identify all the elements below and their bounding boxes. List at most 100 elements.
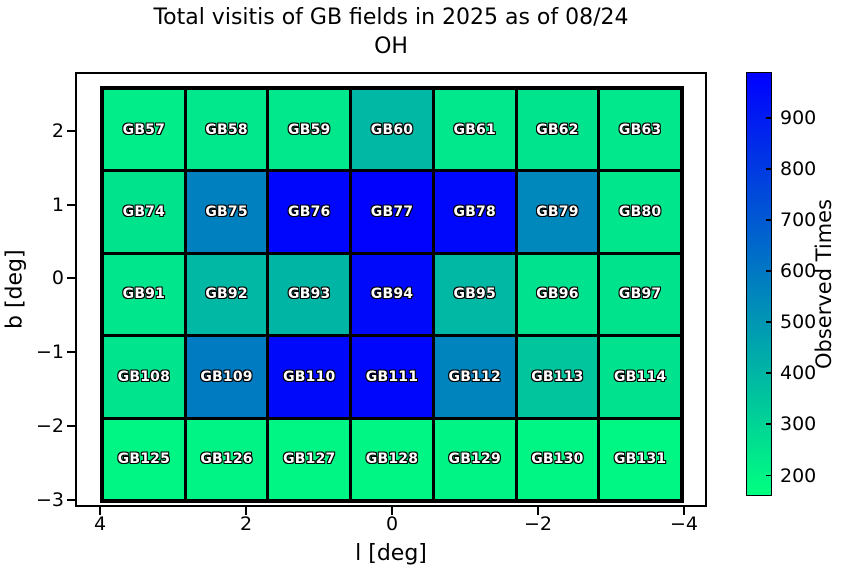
colorbar-tick-label: 600 <box>780 260 817 283</box>
heatmap-cell-GB114: GB114 <box>600 337 680 417</box>
heatmap-cell-GB60: GB60 <box>352 90 432 170</box>
heatmap-cell-label: GB80 <box>618 204 662 221</box>
heatmap-cell-label: GB97 <box>618 286 662 303</box>
heatmap-grid: GB57 GB58 GB59 GB60 GB61 GB62 GB63 GB74 GB75 GB76… <box>100 86 684 503</box>
heatmap-cell-GB127: GB127 <box>269 419 350 499</box>
x-tick-label: 2 <box>239 513 253 535</box>
heatmap-cell-GB57: GB57 <box>104 90 184 170</box>
heatmap-cell-GB63: GB63 <box>600 90 680 170</box>
heatmap-cell-GB131: GB131 <box>600 419 680 499</box>
x-tick-label: −4 <box>669 513 699 535</box>
heatmap-cell-GB125: GB125 <box>104 419 184 499</box>
chart-title-line1: Total visitis of GB fields in 2025 as of… <box>153 5 629 30</box>
y-tick-mark <box>67 277 75 280</box>
y-tick-mark <box>67 203 75 206</box>
y-tick-label: 1 <box>51 193 64 216</box>
heatmap-cell-GB108: GB108 <box>104 337 184 417</box>
heatmap-cell-GB78: GB78 <box>434 172 515 252</box>
y-tick-label: 2 <box>51 120 64 142</box>
y-tick-label: −1 <box>35 341 64 364</box>
y-axis-label: b [deg] <box>2 249 28 330</box>
heatmap-cell-GB95: GB95 <box>434 254 515 335</box>
heatmap-cell-label: GB113 <box>531 368 584 385</box>
colorbar-tick-label: 200 <box>780 464 817 487</box>
y-tick-label: 0 <box>51 267 64 290</box>
heatmap-cell-label: GB62 <box>536 121 579 138</box>
colorbar-label: Observed Times <box>812 198 836 370</box>
heatmap-cell-label: GB130 <box>531 451 584 468</box>
y-tick-mark <box>67 498 75 501</box>
heatmap-cell-GB91: GB91 <box>104 254 184 335</box>
heatmap-cell-label: GB75 <box>205 204 248 221</box>
chart-title-line2: OH <box>374 33 408 59</box>
colorbar-tick-label: 500 <box>780 311 817 334</box>
colorbar-tick-label: 400 <box>780 362 817 385</box>
y-tick-label: −2 <box>35 414 64 437</box>
heatmap-cell-GB80: GB80 <box>600 172 680 252</box>
colorbar-tick-mark <box>766 474 772 477</box>
heatmap-cell-label: GB91 <box>122 286 166 303</box>
colorbar-tick-mark <box>766 270 772 273</box>
heatmap-cell-GB110: GB110 <box>269 337 350 417</box>
heatmap-cell-GB58: GB58 <box>186 90 267 170</box>
heatmap-cell-label: GB60 <box>370 121 414 138</box>
heatmap-cell-label: GB112 <box>448 368 501 385</box>
heatmap-cell-GB77: GB77 <box>352 172 432 252</box>
y-tick-mark <box>67 351 75 354</box>
colorbar-tick-mark <box>766 116 772 119</box>
heatmap-cell-label: GB92 <box>205 286 248 303</box>
colorbar-tick-mark <box>766 321 772 324</box>
colorbar <box>746 72 772 496</box>
y-tick-mark <box>67 424 75 427</box>
heatmap-cell-GB74: GB74 <box>104 172 184 252</box>
heatmap-cell-label: GB93 <box>288 286 331 303</box>
x-tick-mark <box>683 507 685 515</box>
heatmap-cell-GB112: GB112 <box>434 337 515 417</box>
heatmap-cell-GB126: GB126 <box>186 419 267 499</box>
heatmap-cell-GB94: GB94 <box>352 254 432 335</box>
heatmap-cell-label: GB108 <box>117 368 171 385</box>
heatmap-cell-label: GB109 <box>200 368 253 385</box>
heatmap-cell-label: GB78 <box>453 204 496 221</box>
heatmap-cell-GB97: GB97 <box>600 254 680 335</box>
colorbar-tick-label: 700 <box>780 209 817 232</box>
heatmap-cell-label: GB129 <box>448 451 501 468</box>
heatmap-cell-GB59: GB59 <box>269 90 350 170</box>
colorbar-tick-mark <box>766 372 772 375</box>
heatmap-cell-GB62: GB62 <box>517 90 598 170</box>
heatmap-cell-GB75: GB75 <box>186 172 267 252</box>
heatmap-cell-GB113: GB113 <box>517 337 598 417</box>
heatmap-cell-label: GB94 <box>370 286 414 303</box>
heatmap-cell-GB109: GB109 <box>186 337 267 417</box>
heatmap-cell-label: GB63 <box>618 121 662 138</box>
heatmap-cell-GB61: GB61 <box>434 90 515 170</box>
heatmap-cell-label: GB128 <box>365 451 419 468</box>
heatmap-cell-label: GB57 <box>122 121 166 138</box>
heatmap-cell-label: GB131 <box>613 451 667 468</box>
x-tick-label: 4 <box>93 513 107 535</box>
heatmap-cell-label: GB126 <box>200 451 253 468</box>
colorbar-tick-label: 900 <box>780 106 817 129</box>
heatmap-cell-GB129: GB129 <box>434 419 515 499</box>
heatmap-cell-GB96: GB96 <box>517 254 598 335</box>
x-tick-label: 0 <box>385 513 399 535</box>
heatmap-cell-label: GB77 <box>370 204 414 221</box>
heatmap-cell-label: GB114 <box>613 368 667 385</box>
heatmap-cell-label: GB61 <box>453 121 496 138</box>
colorbar-tick-mark <box>766 168 772 170</box>
heatmap-cell-label: GB58 <box>205 121 248 138</box>
y-tick-label: −3 <box>35 488 64 511</box>
heatmap-cell-GB128: GB128 <box>352 419 432 499</box>
heatmap-cell-GB130: GB130 <box>517 419 598 499</box>
colorbar-tick-label: 300 <box>780 413 817 436</box>
heatmap-cell-label: GB96 <box>536 286 579 303</box>
heatmap-cell-label: GB74 <box>122 204 166 221</box>
x-tick-label: −2 <box>523 513 553 535</box>
heatmap-cell-label: GB79 <box>536 204 579 221</box>
heatmap-cell-label: GB59 <box>288 121 331 138</box>
colorbar-tick-label: 800 <box>780 158 817 181</box>
chart-title: Total visitis of GB fields in 2025 as of… <box>75 4 707 61</box>
heatmap-cell-label: GB127 <box>283 451 336 468</box>
heatmap-cell-label: GB125 <box>117 451 171 468</box>
